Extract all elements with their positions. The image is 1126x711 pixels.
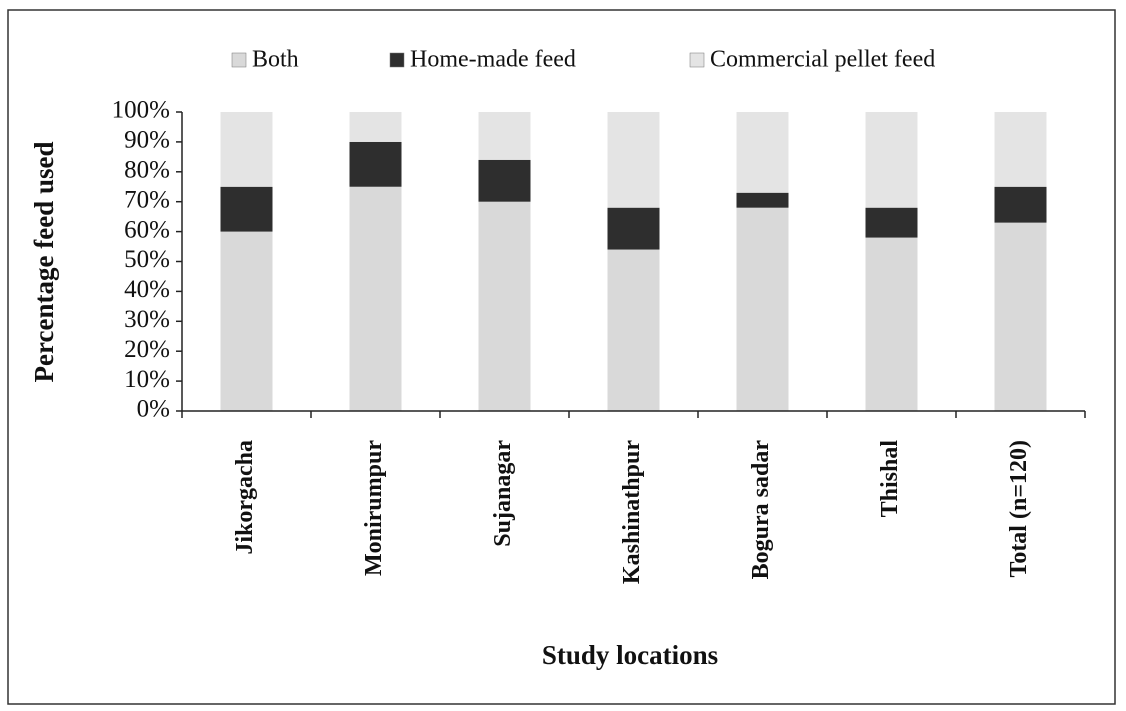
bar-segment <box>220 186 273 232</box>
bar-segment <box>994 222 1047 411</box>
bar-segment <box>220 112 273 187</box>
y-tick-label: 10% <box>124 366 170 393</box>
y-tick-label: 30% <box>124 306 170 333</box>
y-tick-label: 100% <box>112 97 170 124</box>
frame <box>7 9 1116 705</box>
legend-swatch <box>689 52 705 68</box>
legend-label: Home-made feed <box>410 47 576 73</box>
y-tick-label: 60% <box>124 216 170 243</box>
bar-segment <box>478 201 531 411</box>
bar-segment <box>349 186 402 411</box>
bar-segment <box>736 207 789 411</box>
bar-segment <box>349 141 402 187</box>
x-axis-title: Study locations <box>542 640 718 670</box>
y-tick-label: 80% <box>124 157 170 184</box>
bar-segment <box>736 192 789 208</box>
y-tick-label: 20% <box>124 336 170 363</box>
y-tick-label: 0% <box>137 396 170 423</box>
x-tick-label: Thishal <box>877 440 903 518</box>
y-tick-label: 70% <box>124 186 170 213</box>
x-tick-label: Total (n=120) <box>1006 440 1032 577</box>
bar-segment <box>478 159 531 202</box>
bar-segment <box>607 249 660 411</box>
y-axis-title: Percentage feed used <box>29 142 59 383</box>
bar-segment <box>736 112 789 193</box>
x-tick-label: Sujanagar <box>490 440 516 547</box>
x-tick-label: Kashinathpur <box>619 440 645 584</box>
bar-segment <box>865 207 918 238</box>
y-tick-label: 50% <box>124 246 170 273</box>
legend-swatch <box>231 52 247 68</box>
bar-segment <box>607 112 660 208</box>
bar-segment <box>865 112 918 208</box>
bar-segment <box>349 112 402 142</box>
bar-segment <box>994 112 1047 187</box>
x-tick-label: Jikorgacha <box>232 440 258 555</box>
bar-segment <box>478 112 531 160</box>
bar-segment <box>994 186 1047 223</box>
y-tick-label: 90% <box>124 127 170 154</box>
x-tick-label: Monirumpur <box>361 440 387 576</box>
legend-label: Commercial pellet feed <box>710 47 935 73</box>
bar-segment <box>220 231 273 411</box>
y-tick-label: 40% <box>124 276 170 303</box>
x-tick-label: Bogura sadar <box>748 440 774 580</box>
legend-label: Both <box>252 47 299 73</box>
bar-segment <box>865 237 918 411</box>
legend-swatch <box>389 52 405 68</box>
bar-segment <box>607 207 660 250</box>
